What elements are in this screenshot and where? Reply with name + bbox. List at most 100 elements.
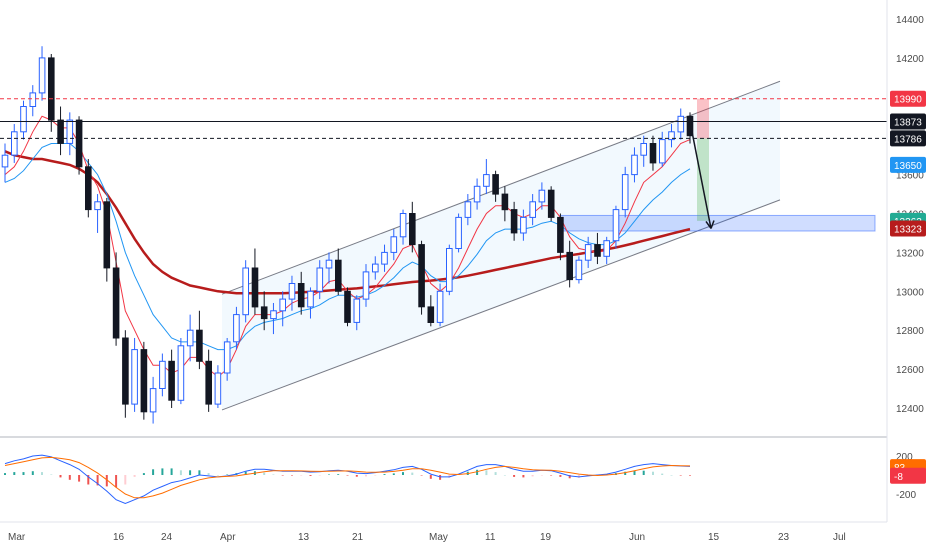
- candle-body: [594, 244, 601, 257]
- macd-histogram-bar: [207, 473, 210, 475]
- macd-histogram-bar: [392, 473, 395, 475]
- candle-body: [316, 267, 324, 292]
- candle-body: [186, 329, 194, 347]
- channel-lower-line: [221, 199, 781, 411]
- macd-histogram-bar: [4, 473, 6, 475]
- macd-histogram-bar: [133, 475, 136, 477]
- macd-histogram-bar: [22, 472, 25, 475]
- time-tick-label: Jul: [833, 532, 846, 543]
- macd-histogram-bar: [633, 470, 636, 475]
- macd-histogram-bar: [365, 475, 367, 477]
- candle-body: [94, 201, 101, 211]
- macd-histogram-bar: [96, 475, 99, 486]
- time-tick-label: 11: [485, 532, 496, 543]
- time-tick-label: 16: [113, 532, 125, 543]
- macd-value-tag-bg: [890, 467, 926, 484]
- price-tick-label: 12600: [896, 365, 924, 376]
- price-level-tag-bg: [890, 90, 926, 107]
- projection-arrow: [689, 121, 712, 229]
- candle-body: [520, 216, 527, 234]
- candle-body: [66, 119, 74, 144]
- macd-histogram-bar: [105, 475, 108, 487]
- macd-histogram-bar: [689, 475, 691, 476]
- candle-body: [103, 201, 111, 269]
- macd-histogram-bar: [198, 470, 201, 476]
- candle-body: [279, 298, 286, 312]
- macd-histogram-bar: [216, 475, 219, 476]
- time-tick-label: 19: [540, 532, 552, 543]
- price-level-tag-text: 13873: [894, 118, 922, 129]
- candle-body: [297, 283, 305, 308]
- macd-histogram-bar: [540, 475, 543, 476]
- candle-body: [575, 259, 583, 281]
- candle-body: [529, 201, 537, 218]
- candle-body: [584, 244, 592, 261]
- macd-histogram-bar: [624, 471, 627, 475]
- macd-histogram-bar: [522, 475, 525, 478]
- candle-body: [659, 139, 666, 164]
- candle-body: [242, 267, 249, 316]
- candle-body: [131, 349, 138, 405]
- candle-body: [483, 174, 490, 187]
- macd-histogram-bar: [300, 475, 303, 476]
- candle-body: [177, 345, 185, 401]
- time-tick-label: 24: [161, 532, 173, 543]
- price-tick-label: 12800: [896, 326, 924, 337]
- candle-body: [335, 259, 342, 292]
- macd-histogram-bar: [41, 472, 43, 475]
- candle-body: [205, 360, 212, 405]
- signal-line: [4, 456, 691, 499]
- macd-histogram-bar: [328, 474, 330, 475]
- macd-histogram-bar: [59, 475, 62, 478]
- candle-body: [372, 263, 379, 273]
- price-level-tag-bg: [890, 156, 926, 173]
- price-level-tag-text: 13650: [894, 161, 922, 172]
- candle-body: [381, 251, 388, 265]
- macd-histogram-bar: [679, 475, 682, 476]
- price-tick-label: 14200: [896, 54, 924, 65]
- candle-body: [270, 310, 277, 320]
- channel-fill: [222, 81, 780, 410]
- macd-histogram-bar: [179, 470, 182, 476]
- price-level-tag-text: 13786: [894, 134, 922, 145]
- macd-histogram-bar: [13, 472, 16, 475]
- macd-histogram-bar: [226, 474, 229, 475]
- candle-body: [566, 251, 574, 281]
- candle-body: [1, 154, 9, 168]
- macd-histogram-bar: [124, 475, 127, 485]
- price-tick-label: 14400: [896, 15, 924, 26]
- price-tick-label: 13000: [896, 287, 924, 298]
- time-tick-label: Apr: [220, 532, 236, 543]
- candle-body: [631, 154, 638, 176]
- candle-body: [399, 213, 407, 238]
- macd-histogram-bar: [568, 475, 571, 479]
- time-tick-label: 15: [708, 532, 720, 543]
- price-tick-label: 13600: [896, 171, 924, 182]
- macd-histogram-bar: [652, 471, 654, 475]
- macd-tick-label: -200: [896, 490, 916, 501]
- macd-histogram-bar: [346, 475, 349, 476]
- candle-body: [362, 271, 370, 300]
- macd-histogram-bar: [78, 475, 81, 482]
- macd-histogram-bar: [142, 473, 145, 475]
- time-tick-label: 13: [298, 532, 310, 543]
- time-tick-label: 21: [352, 532, 364, 543]
- stop-loss-area: [697, 98, 709, 139]
- candle-body: [353, 298, 361, 323]
- candle-body: [288, 283, 296, 300]
- price-tick-label: 12400: [896, 404, 924, 415]
- candle-body: [29, 92, 37, 108]
- macd-histogram-bar: [513, 475, 516, 477]
- candle-body: [510, 209, 518, 234]
- time-tick-label: Mar: [8, 532, 26, 543]
- time-tick-label: Jun: [629, 532, 645, 543]
- candle-body: [325, 259, 333, 269]
- macd-histogram-bar: [337, 474, 340, 475]
- candle-body: [140, 349, 148, 413]
- candles-layer: [1, 46, 694, 424]
- macd-histogram-bar: [374, 475, 377, 476]
- price-tick-label: 13200: [896, 248, 924, 259]
- candle-body: [112, 267, 120, 339]
- macd-layer: [4, 454, 691, 505]
- candle-body: [223, 341, 231, 374]
